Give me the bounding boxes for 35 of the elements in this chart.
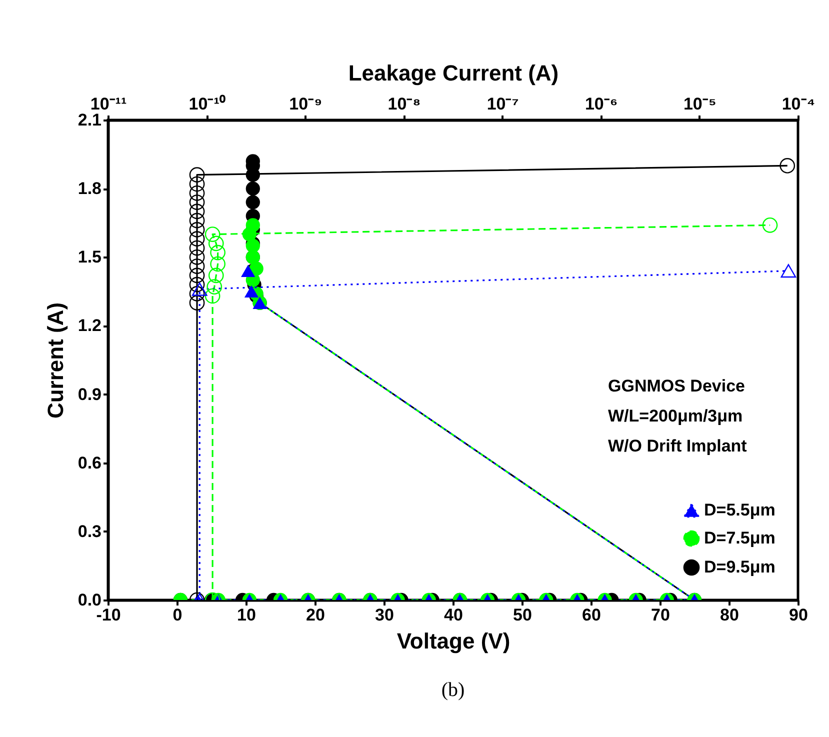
x2-axis-title: Leakage Current (A)	[348, 60, 559, 86]
x-tick-label: 0	[172, 606, 182, 624]
x2-tick-label: 10⁻⁷	[486, 94, 519, 114]
y-tick-label: 1.8	[78, 179, 102, 198]
y-tick-label: 0.3	[78, 522, 102, 541]
text: (b)	[441, 679, 465, 701]
y-tick-label: 1.2	[78, 316, 102, 336]
x2-tick-label: 10⁻¹⁰	[188, 94, 226, 114]
x2-tick-label: 10⁻⁹	[289, 94, 322, 114]
y-tick-label: 2.1	[78, 110, 102, 130]
x2-tick-label: 10⁻⁵	[683, 94, 716, 114]
annotation: W/L=200μm/3μm	[608, 406, 743, 426]
y-axis-title: Current (A)	[42, 302, 68, 419]
x-axis-title: Voltage (V)	[396, 628, 510, 654]
annotation: W/O Drift Implant	[608, 436, 748, 456]
x2-tick-label: 10⁻⁴	[782, 94, 816, 114]
x-tick-label: 50	[513, 606, 532, 624]
y-tick-label: 0.6	[78, 453, 102, 472]
x2-tick-label: 10⁻⁶	[584, 94, 618, 114]
x-tick-label: 20	[306, 606, 325, 624]
legend-label: D=9.5μm	[704, 558, 776, 576]
legend-label: D=5.5μm	[704, 500, 776, 520]
x2-tick-label: 10⁻⁸	[388, 94, 421, 114]
x-tick-label: 10	[237, 606, 256, 624]
x-tick-label: 40	[444, 606, 463, 624]
legend-label: D=7.5μm	[704, 528, 776, 548]
x-tick-label: 80	[720, 606, 739, 624]
x-tick-label: 70	[651, 606, 670, 624]
y-tick-label: 0.9	[78, 384, 102, 404]
y-tick-label: 1.5	[78, 248, 102, 267]
x2-tick-label: 10⁻¹¹	[90, 94, 127, 114]
x-tick-label: 30	[375, 606, 394, 624]
x-tick-label: 60	[582, 606, 601, 624]
annotation: GGNMOS Device	[608, 376, 745, 396]
x-tick-label: 90	[789, 606, 808, 624]
